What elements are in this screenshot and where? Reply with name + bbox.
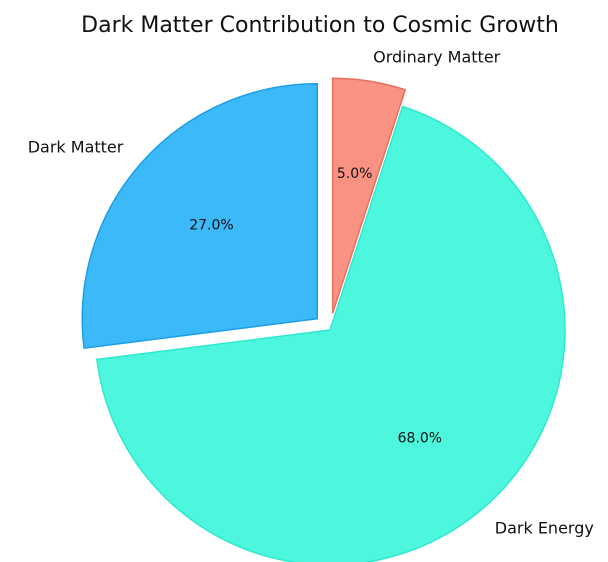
slice-label-dark-energy: Dark Energy [495,519,594,538]
pie-slices [81,77,566,562]
pct-label-dark-matter: 27.0% [189,218,233,234]
pie-slice-ordinary-matter [331,77,407,314]
pie-slice-dark-matter [81,83,318,350]
slice-label-ordinary-matter: Ordinary Matter [373,47,501,66]
chart-title: Dark Matter Contribution to Cosmic Growt… [81,13,559,38]
pct-label-ordinary-matter: 5.0% [337,166,373,182]
pie-labels: Dark Matter 27.0% Dark Energy 68.0% Ordinary… [28,47,594,537]
pct-label-dark-energy: 68.0% [398,431,442,447]
pie-slice-dark-energy [96,105,566,562]
slice-label-dark-matter: Dark Matter [28,137,124,156]
